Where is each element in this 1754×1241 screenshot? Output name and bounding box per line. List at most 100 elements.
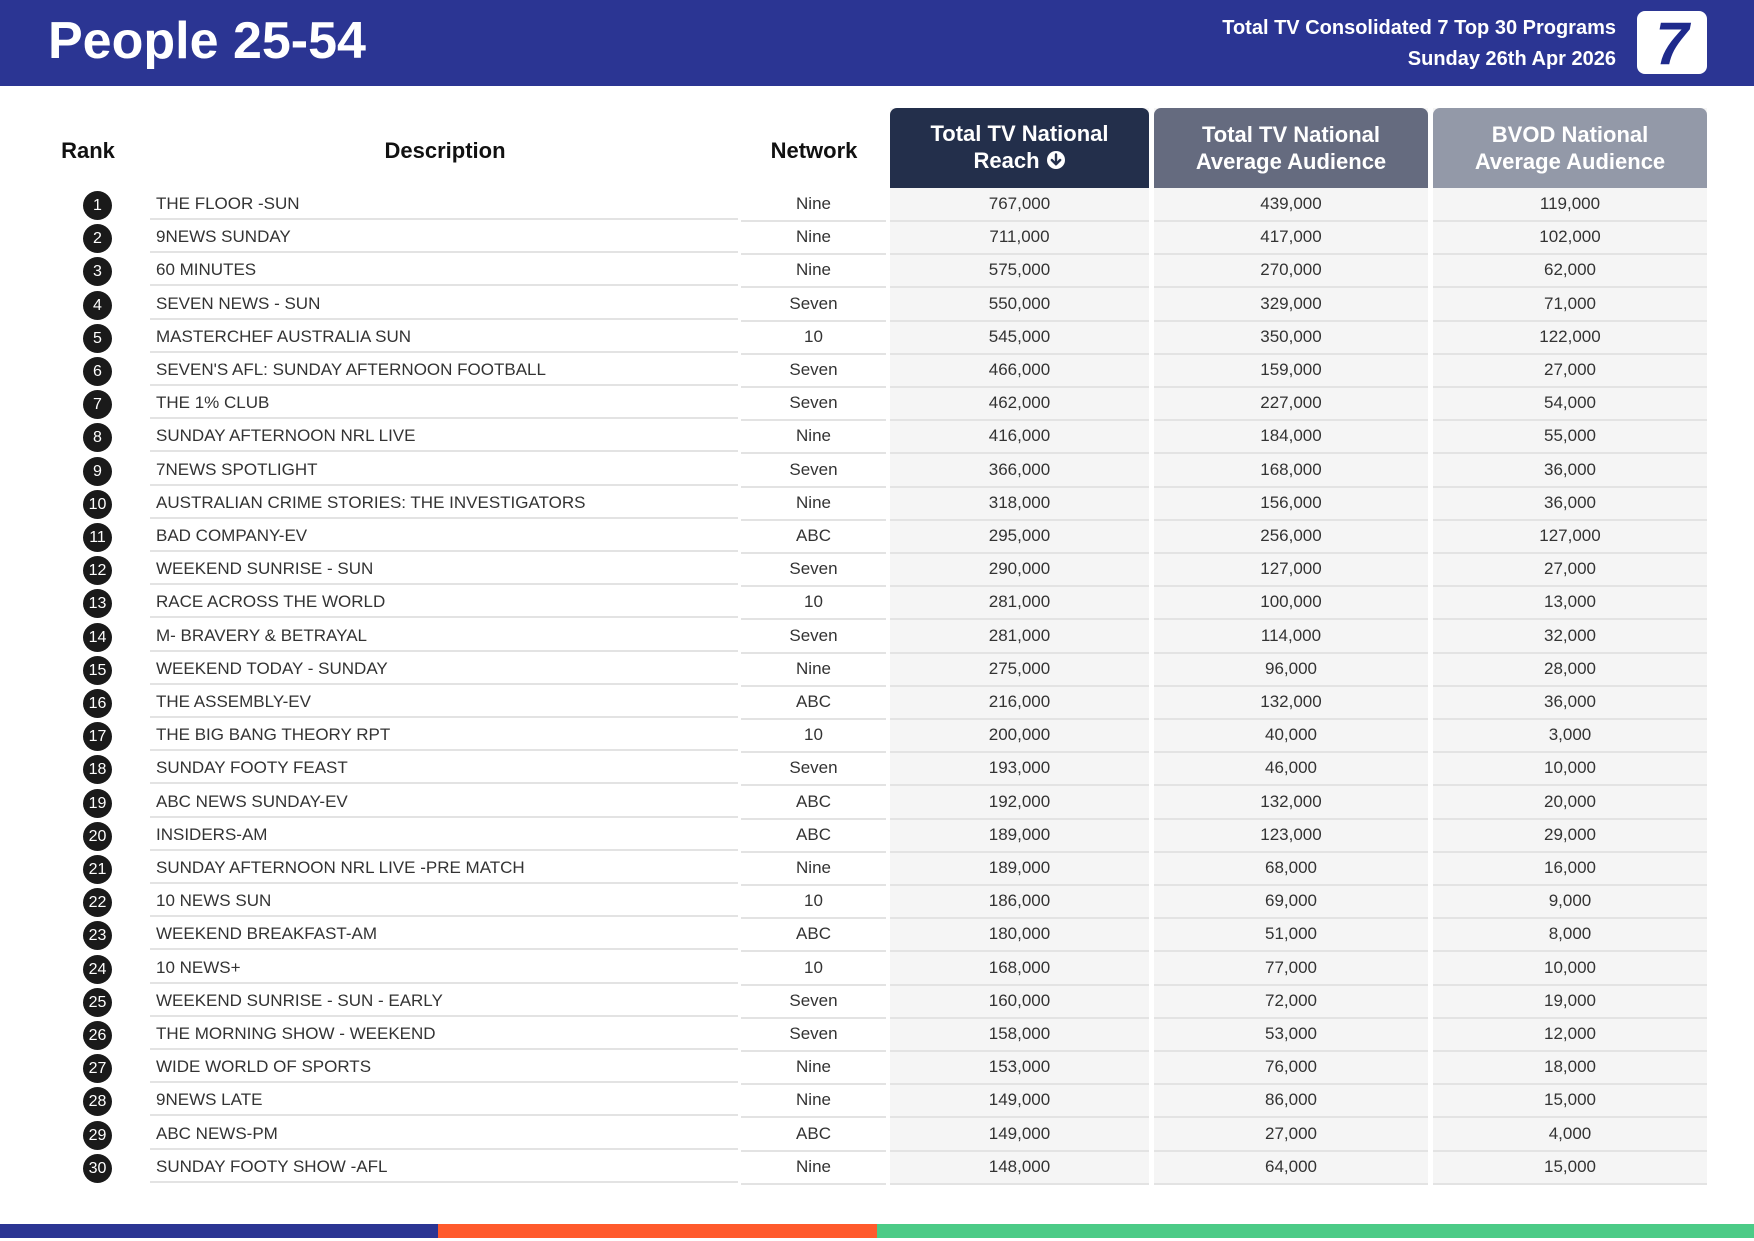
average-audience-cell: 159,000 [1154, 354, 1428, 388]
bvod-audience-cell: 27,000 [1433, 553, 1707, 588]
table-row[interactable]: 27 WIDE WORLD OF SPORTS Nine 153,000 76,000 1… [0, 1051, 1754, 1086]
bvod-audience-cell: 102,000 [1433, 221, 1707, 256]
rank-badge: 17 [83, 722, 112, 752]
reach-cell: 416,000 [890, 420, 1149, 455]
rank-badge: 8 [83, 423, 112, 453]
table-row[interactable]: 23 WEEKEND BREAKFAST-AM ABC 180,000 51,000 8,… [0, 918, 1754, 953]
average-audience-cell: 77,000 [1154, 952, 1428, 986]
seven-logo-icon: 7 [1655, 11, 1691, 74]
rank-badge: 6 [83, 357, 112, 386]
table-row[interactable]: 12 WEEKEND SUNRISE - SUN Seven 290,000 127,0… [0, 553, 1754, 588]
rank-badge: 25 [83, 987, 112, 1017]
network-cell: 10 [741, 586, 886, 621]
rank-badge: 16 [83, 689, 112, 718]
report-header: People 25-54 Total TV Consolidated 7 Top… [0, 0, 1754, 86]
program-description: INSIDERS-AM [150, 819, 738, 851]
program-description: 10 NEWS+ [150, 952, 738, 984]
table-row[interactable]: 4 SEVEN NEWS - SUN Seven 550,000 329,000 71,0… [0, 288, 1754, 322]
network-cell: Nine [741, 1084, 886, 1119]
table-row[interactable]: 21 SUNDAY AFTERNOON NRL LIVE -PRE MATCH Ni… [0, 852, 1754, 886]
network-cell: Nine [741, 1051, 886, 1086]
network-cell: ABC [741, 819, 886, 853]
table-row[interactable]: 2 9NEWS SUNDAY Nine 711,000 417,000 102,000 [0, 221, 1754, 256]
network-cell: ABC [741, 786, 886, 820]
rank-badge: 14 [83, 622, 112, 652]
network-cell: Nine [741, 188, 886, 222]
table-row[interactable]: 7 THE 1% CLUB Seven 462,000 227,000 54,000 [0, 387, 1754, 422]
rank-badge: 11 [83, 523, 112, 552]
reach-cell: 216,000 [890, 686, 1149, 720]
average-audience-cell: 51,000 [1154, 918, 1428, 953]
logo-glyph: 7 [1655, 11, 1691, 74]
table-row[interactable]: 14 M- BRAVERY & BETRAYAL Seven 281,000 114,0… [0, 620, 1754, 654]
rank-badge: 9 [83, 456, 112, 486]
network-cell: ABC [741, 1118, 886, 1152]
footer-segment-blue [0, 1224, 438, 1238]
reach-cell: 462,000 [890, 387, 1149, 422]
reach-cell: 160,000 [890, 985, 1149, 1019]
table-row[interactable]: 8 SUNDAY AFTERNOON NRL LIVE Nine 416,000 184… [0, 420, 1754, 455]
network-cell: Seven [741, 553, 886, 588]
table-row[interactable]: 1 THE FLOOR -SUN Nine 767,000 439,000 119,000 [0, 188, 1754, 222]
table-row[interactable]: 25 WEEKEND SUNRISE - SUN - EARLY Seven 160,… [0, 985, 1754, 1019]
sort-descending-icon[interactable] [1046, 149, 1066, 176]
table-row[interactable]: 16 THE ASSEMBLY-EV ABC 216,000 132,000 36,000 [0, 686, 1754, 720]
average-audience-cell: 227,000 [1154, 387, 1428, 422]
network-cell: Nine [741, 221, 886, 256]
average-audience-cell: 123,000 [1154, 819, 1428, 853]
reach-cell: 149,000 [890, 1118, 1149, 1152]
bvod-audience-cell: 10,000 [1433, 752, 1707, 787]
table-row[interactable]: 5 MASTERCHEF AUSTRALIA SUN 10 545,000 350,00… [0, 321, 1754, 355]
table-row[interactable]: 6 SEVEN'S AFL: SUNDAY AFTERNOON FOOTBALL S… [0, 354, 1754, 388]
table-row[interactable]: 11 BAD COMPANY-EV ABC 295,000 256,000 127,000 [0, 520, 1754, 554]
rank-badge: 2 [83, 224, 112, 254]
table-row[interactable]: 28 9NEWS LATE Nine 149,000 86,000 15,000 [0, 1084, 1754, 1119]
column-header-average-audience[interactable]: Total TV National Average Audience [1154, 108, 1428, 188]
average-audience-cell: 114,000 [1154, 620, 1428, 654]
average-audience-cell: 100,000 [1154, 586, 1428, 621]
table-row[interactable]: 17 THE BIG BANG THEORY RPT 10 200,000 40,000… [0, 719, 1754, 754]
bvod-audience-cell: 16,000 [1433, 852, 1707, 886]
table-row[interactable]: 3 60 MINUTES Nine 575,000 270,000 62,000 [0, 254, 1754, 289]
table-row[interactable]: 24 10 NEWS+ 10 168,000 77,000 10,000 [0, 952, 1754, 986]
column-header-bvod[interactable]: BVOD National Average Audience [1433, 108, 1707, 188]
bvod-audience-cell: 4,000 [1433, 1118, 1707, 1152]
rank-badge: 22 [83, 888, 112, 918]
program-description: SEVEN'S AFL: SUNDAY AFTERNOON FOOTBALL [150, 354, 738, 386]
network-cell: ABC [741, 686, 886, 720]
table-row[interactable]: 15 WEEKEND TODAY - SUNDAY Nine 275,000 96,00… [0, 653, 1754, 687]
program-description: THE ASSEMBLY-EV [150, 686, 738, 718]
reach-cell: 290,000 [890, 553, 1149, 588]
rank-badge: 5 [83, 323, 112, 353]
table-row[interactable]: 13 RACE ACROSS THE WORLD 10 281,000 100,000 1… [0, 586, 1754, 621]
program-description: SUNDAY AFTERNOON NRL LIVE -PRE MATCH [150, 852, 738, 884]
bvod-audience-cell: 15,000 [1433, 1084, 1707, 1119]
table-row[interactable]: 26 THE MORNING SHOW - WEEKEND Seven 158,000… [0, 1018, 1754, 1052]
table-row[interactable]: 19 ABC NEWS SUNDAY-EV ABC 192,000 132,000 20,… [0, 786, 1754, 820]
table-row[interactable]: 22 10 NEWS SUN 10 186,000 69,000 9,000 [0, 885, 1754, 920]
reach-cell: 200,000 [890, 719, 1149, 754]
table-row[interactable]: 9 7NEWS SPOTLIGHT Seven 366,000 168,000 36,00… [0, 454, 1754, 488]
network-cell: Seven [741, 454, 886, 488]
average-audience-cell: 439,000 [1154, 188, 1428, 222]
network-cell: Seven [741, 288, 886, 322]
table-row[interactable]: 20 INSIDERS-AM ABC 189,000 123,000 29,000 [0, 819, 1754, 853]
average-audience-cell: 27,000 [1154, 1118, 1428, 1152]
table-row[interactable]: 29 ABC NEWS-PM ABC 149,000 27,000 4,000 [0, 1118, 1754, 1152]
network-cell: 10 [741, 321, 886, 355]
average-audience-cell: 69,000 [1154, 885, 1428, 920]
column-header-reach[interactable]: Total TV National Reach [890, 108, 1149, 188]
rank-badge: 24 [83, 954, 112, 984]
column-header-network: Network [770, 138, 858, 163]
reach-cell: 186,000 [890, 885, 1149, 920]
column-header-bvod-line2: Average Audience [1474, 149, 1666, 174]
table-row[interactable]: 30 SUNDAY FOOTY SHOW -AFL Nine 148,000 64,00… [0, 1151, 1754, 1185]
network-cell: 10 [741, 719, 886, 754]
reach-cell: 193,000 [890, 752, 1149, 787]
bvod-audience-cell: 10,000 [1433, 952, 1707, 986]
table-row[interactable]: 18 SUNDAY FOOTY FEAST Seven 193,000 46,000 10… [0, 752, 1754, 787]
program-description: THE FLOOR -SUN [150, 188, 738, 220]
reach-cell: 366,000 [890, 454, 1149, 488]
rank-badge: 23 [83, 921, 112, 951]
table-row[interactable]: 10 AUSTRALIAN CRIME STORIES: THE INVESTIG… [0, 487, 1754, 521]
